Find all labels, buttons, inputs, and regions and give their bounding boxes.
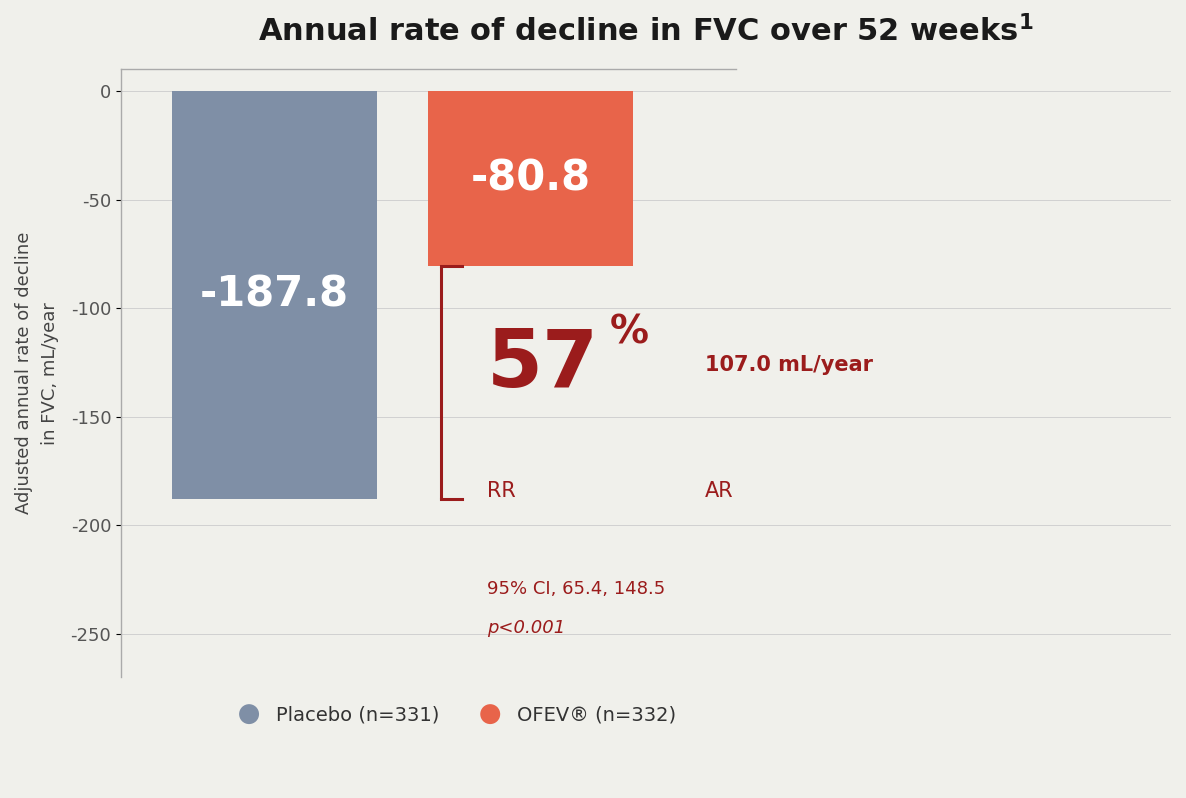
Bar — [172, 91, 377, 499]
Y-axis label: Adjusted annual rate of decline
in FVC, mL/year: Adjusted annual rate of decline in FVC, … — [15, 232, 59, 515]
Text: -187.8: -187.8 — [200, 274, 349, 316]
Text: 107.0 mL/year: 107.0 mL/year — [704, 355, 873, 375]
Title: Annual rate of decline in FVC over 52 weeks$^{\mathbf{1}}$: Annual rate of decline in FVC over 52 we… — [259, 15, 1034, 48]
Text: 95% CI, 65.4, 148.5: 95% CI, 65.4, 148.5 — [487, 579, 665, 598]
Text: p<0.001: p<0.001 — [487, 618, 566, 637]
Text: %: % — [610, 314, 649, 352]
Bar — [428, 91, 633, 267]
Legend: Placebo (n=331), OFEV® (n=332): Placebo (n=331), OFEV® (n=332) — [228, 694, 687, 734]
Text: 57: 57 — [487, 326, 599, 405]
Text: -80.8: -80.8 — [471, 158, 591, 200]
Text: AR: AR — [704, 481, 733, 501]
Text: RR: RR — [487, 481, 516, 501]
